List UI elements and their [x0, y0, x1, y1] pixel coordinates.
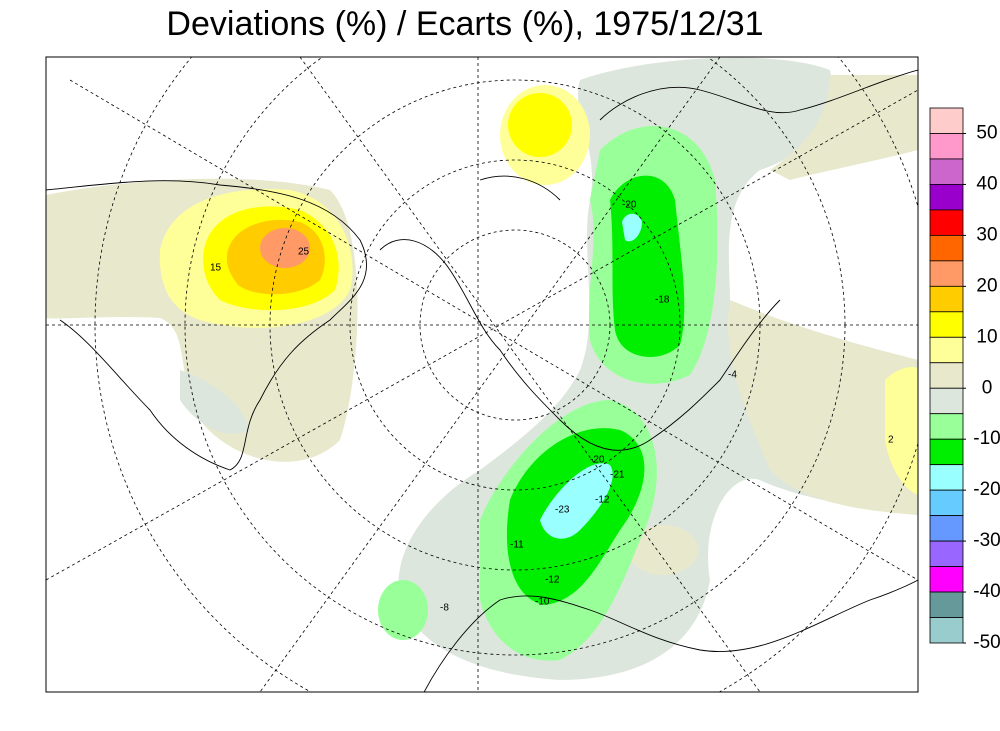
contour-label: -10	[535, 597, 550, 608]
colorbar-box	[929, 336, 964, 364]
colorbar-label: -50	[973, 632, 1000, 653]
contour-label: 25	[298, 247, 310, 258]
colorbar-box	[929, 489, 964, 517]
colorbar-box	[929, 133, 964, 160]
colorbar-box	[929, 311, 964, 338]
colorbar-box	[929, 158, 964, 185]
colorbar-box	[929, 566, 964, 593]
colorbar: 50 40 30 20 10 0 -10 -20 -30 -40 -50	[929, 107, 1000, 653]
colorbar-label: 20	[976, 275, 997, 296]
colorbar-box	[929, 591, 964, 618]
colorbar-box	[929, 438, 964, 466]
contour-label: -8	[440, 603, 449, 614]
colorbar-label: -30	[973, 530, 1000, 551]
contour-label: -20	[622, 200, 637, 211]
colorbar-box	[929, 234, 964, 262]
colorbar-label: 10	[976, 326, 997, 347]
colorbar-label: 40	[976, 173, 997, 194]
colorbar-box	[929, 464, 964, 491]
colorbar-box	[929, 107, 964, 134]
contour-label: 15	[210, 263, 222, 274]
colorbar-box	[929, 184, 964, 211]
contour-label: -18	[655, 295, 670, 306]
title: Deviations (%) / Ecarts (%), 1975/12/31	[166, 5, 763, 43]
colorbar-box	[929, 260, 964, 287]
colorbar-label: -40	[973, 581, 1000, 602]
contour-label: -12	[595, 495, 610, 506]
contour-label: -21	[610, 470, 625, 481]
map: 25 15 -20 -18 -23 -21 -12 -20 -11 -12 -1…	[46, 57, 918, 692]
graticule	[46, 57, 918, 692]
contour-label: 2	[888, 435, 894, 446]
colorbar-label: -10	[973, 428, 1000, 449]
colorbar-label: 30	[976, 224, 997, 245]
colorbar-box	[929, 540, 964, 567]
coastlines	[46, 69, 918, 692]
map-frame	[45, 56, 919, 693]
contour-label: -4	[728, 370, 737, 381]
colorbar-box	[929, 209, 964, 236]
contour-labels: 25 15 -20 -18 -23 -21 -12 -20 -11 -12 -1…	[210, 200, 894, 614]
colorbar-label: -20	[973, 479, 1000, 500]
colorbar-label: 0	[982, 377, 993, 398]
colorbar-box	[929, 362, 964, 389]
colorbar-label: 50	[976, 122, 997, 143]
colorbar-box	[929, 285, 964, 313]
colorbar-box	[929, 387, 964, 415]
colorbar-box	[929, 617, 964, 644]
contour-label: -11	[510, 540, 524, 551]
contour-label: -23	[555, 505, 570, 516]
contour-label: -20	[590, 455, 605, 466]
colorbar-box	[929, 413, 964, 440]
colorbar-box	[929, 515, 964, 542]
contour-label: -12	[545, 575, 560, 586]
